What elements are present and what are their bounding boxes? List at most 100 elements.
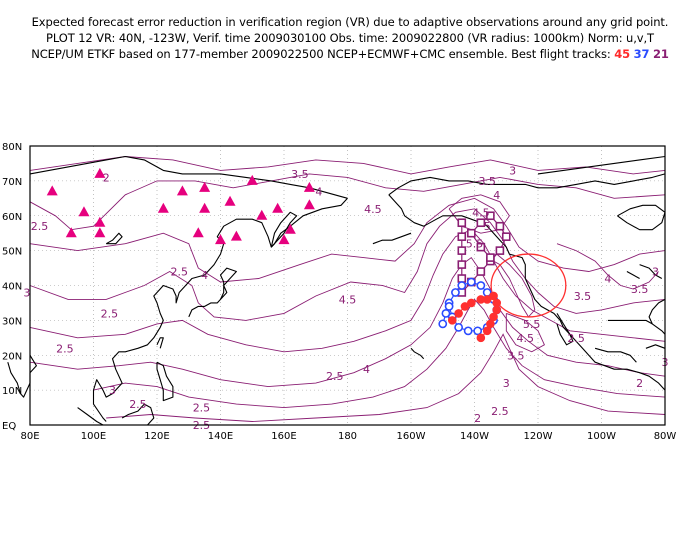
contour-label: 4.5 [517, 332, 535, 345]
flight-track-45-filled-marker [454, 309, 463, 318]
contour-label: 2.5 [193, 402, 211, 415]
flight-track-45-filled-marker [492, 298, 502, 308]
dropsonde-triangle-icon [246, 174, 258, 185]
contour-label: 3.5 [478, 175, 496, 188]
flight-track-37-circle-marker [473, 326, 483, 336]
contour-label: 3.5 [291, 168, 309, 181]
coastline [188, 267, 237, 318]
contour-label: 2.5 [129, 398, 147, 411]
flight-track-21-square-marker [495, 246, 505, 255]
title-line-2: PLOT 12 VR: 40N, -123W, Verif. time 2009… [46, 31, 654, 45]
contour-label: 2.5 [170, 266, 188, 279]
flight-track-37-circle-marker [454, 322, 464, 332]
coastline [121, 403, 155, 426]
contour-line [505, 312, 545, 353]
flight-track-21-square-marker [495, 221, 505, 231]
title-line-1: Expected forecast error reduction in ver… [31, 15, 669, 29]
coastline [594, 347, 637, 363]
longitude-tick-label: 180 [338, 431, 357, 442]
coastline [270, 211, 298, 248]
longitude-tick-label: 140W [460, 431, 489, 442]
contour-line [29, 197, 666, 283]
contour-label: 4 [315, 185, 322, 198]
contour-label: 3 [652, 266, 659, 279]
dropsonde-triangle-icon [256, 209, 268, 220]
dropsonde-triangle-icon [199, 202, 211, 213]
flight-track-45-filled-marker [482, 295, 492, 304]
contour-line [29, 256, 666, 388]
contour-line [93, 298, 666, 409]
flight-track-37-circle-marker [457, 281, 467, 290]
coastlines [7, 155, 666, 426]
flight-track-21-square-marker [476, 242, 486, 252]
contour-line [486, 253, 536, 318]
coastline [410, 347, 425, 360]
flight-track-37-circle-marker [441, 308, 451, 318]
longitude-tick-label: 160E [271, 431, 296, 442]
contour-label: 2.5 [491, 405, 509, 418]
latitude-tick-label: 80N [2, 142, 22, 153]
dropsonde-sites [46, 167, 315, 245]
verification-region-outline [490, 253, 567, 318]
dropsonde-triangle-icon [284, 223, 296, 234]
title-line-3: NCEP/UM ETKF based on 177-member 2009022… [0, 46, 700, 62]
contour-label: 4 [363, 363, 370, 376]
flight-tracks [438, 211, 511, 343]
track-id-37: 37 [633, 47, 650, 61]
flight-track-45-filled-marker [447, 316, 457, 325]
dropsonde-triangle-icon [303, 181, 315, 192]
flight-track-37-circle-marker [466, 277, 476, 287]
latitude-tick-label: 70N [2, 177, 22, 188]
contour-label: 4.5 [339, 293, 357, 306]
longitude-tick-label: 160W [397, 431, 426, 442]
coastline [639, 264, 663, 279]
longitude-tick-label: 120E [144, 431, 169, 442]
flight-track-21-square-marker [486, 211, 495, 221]
contour-label: 4 [201, 269, 208, 282]
longitude-tick-label: 80W [654, 431, 677, 442]
coastline [648, 298, 666, 335]
dropsonde-triangle-icon [176, 185, 188, 196]
dropsonde-triangle-icon [303, 199, 315, 210]
error-reduction-contours [29, 156, 666, 422]
flight-track-37-circle-marker [438, 319, 448, 329]
dropsonde-triangle-icon [65, 227, 77, 238]
longitude-tick-label: 120W [524, 431, 553, 442]
contour-label: 3.5 [631, 283, 649, 296]
contour-label: 2.5 [31, 220, 49, 233]
contour-label: 4 [604, 273, 611, 286]
flight-track-21-square-marker [457, 232, 467, 241]
map-frame [29, 145, 666, 426]
flight-track-45-filled-marker [467, 298, 476, 308]
coastline [92, 197, 348, 422]
coastline [156, 361, 174, 402]
contour-label: 2.5 [326, 370, 344, 383]
coastline [617, 204, 666, 231]
contour-label: 2 [636, 377, 643, 390]
contour-label: 2.5 [0, 391, 1, 404]
contour-line [556, 243, 659, 290]
coastline [7, 355, 37, 398]
flight-track-45-filled-marker [492, 305, 502, 315]
dropsonde-triangle-icon [94, 216, 106, 227]
flight-track-45-filled-marker [489, 291, 498, 301]
longitude-tick-label: 140E [208, 431, 233, 442]
latitude-tick-label: EQ [2, 421, 16, 432]
contour-label: 3 [509, 164, 516, 177]
contour-label: 2.5 [56, 342, 74, 355]
coastline [538, 173, 666, 189]
longitude-tick-label: 100W [587, 431, 616, 442]
track-id-21: 21 [652, 47, 669, 61]
flight-track-21-square-marker [467, 228, 476, 238]
dropsonde-triangle-icon [78, 206, 90, 217]
flight-track-37-circle-marker [463, 326, 473, 336]
contour-label: 2 [103, 171, 110, 184]
contour-label: 2.5 [101, 307, 119, 320]
longitude-labels: 60E80E100E120E140E160E180160W140W120W100… [20, 431, 677, 442]
flight-track-37-circle-marker [476, 281, 486, 290]
flight-track-45-filled-marker [486, 319, 495, 329]
dropsonde-triangle-icon [272, 202, 284, 213]
flight-track-21-square-marker [501, 232, 511, 241]
flight-track-37-circle-marker [451, 288, 460, 297]
coastline [645, 344, 666, 349]
